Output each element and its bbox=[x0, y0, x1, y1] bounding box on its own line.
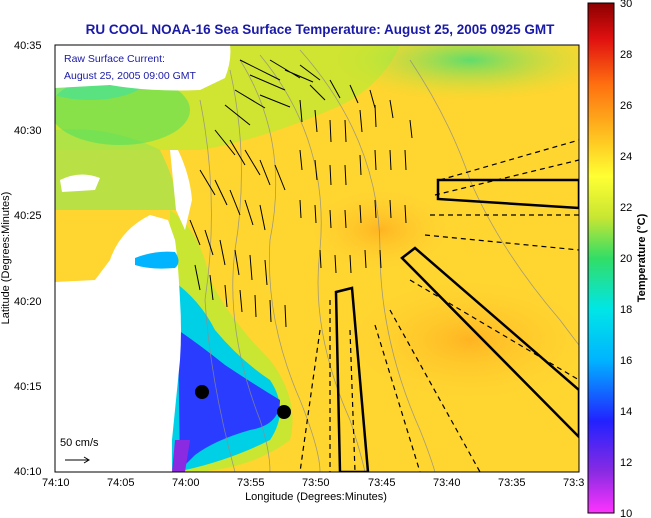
current-time: August 25, 2005 09:00 GMT bbox=[64, 70, 197, 82]
colorbar-tick: 12 bbox=[620, 457, 632, 469]
y-axis-label: Latitude (Degrees:Minutes) bbox=[0, 192, 12, 325]
colorbar-tick: 28 bbox=[620, 49, 632, 61]
colorbar bbox=[587, 2, 615, 514]
x-tick: 73:35 bbox=[498, 477, 526, 489]
plot-frame bbox=[54, 44, 580, 473]
map-plot-area bbox=[55, 45, 579, 472]
colorbar-tick: 24 bbox=[620, 151, 632, 163]
sst-coastal-blue bbox=[178, 330, 280, 470]
y-tick: 40:35 bbox=[14, 40, 42, 52]
river-shrewsbury bbox=[135, 251, 179, 269]
x-tick: 73:45 bbox=[368, 477, 396, 489]
mooring-dot-2 bbox=[277, 405, 291, 419]
x-tick: 73:50 bbox=[302, 477, 330, 489]
land-raritan-shore bbox=[60, 174, 100, 192]
x-tick-labels: 74:10 74:05 74:00 73:55 73:50 73:45 73:4… bbox=[42, 477, 584, 489]
bathymetry-contours bbox=[199, 49, 579, 472]
colorbar-tick: 30 bbox=[620, 0, 632, 10]
colorbar-label: Temperature (°C) bbox=[636, 213, 648, 302]
sst-patch-cool-north bbox=[55, 75, 190, 145]
x-tick: 74:05 bbox=[107, 477, 135, 489]
surface-current-vectors bbox=[189, 59, 413, 328]
x-tick: 74:10 bbox=[42, 477, 70, 489]
sst-coastal-purple bbox=[172, 440, 190, 472]
sst-patch-warm-se bbox=[350, 280, 579, 400]
box-southeast bbox=[400, 246, 579, 439]
colorbar-tick: 10 bbox=[620, 508, 632, 518]
colorbar-tick: 18 bbox=[620, 304, 632, 316]
y-tick: 40:20 bbox=[14, 296, 42, 308]
map-title: RU COOL NOAA-16 Sea Surface Temperature:… bbox=[85, 22, 555, 37]
y-tick: 40:25 bbox=[14, 210, 42, 222]
x-tick: 73:3 bbox=[563, 477, 584, 489]
colorbar-tick: 20 bbox=[620, 253, 632, 265]
y-tick-labels: 40:35 40:30 40:25 40:20 40:15 40:10 bbox=[14, 40, 42, 478]
land-staten-island bbox=[55, 45, 231, 91]
colorbar-tick: 14 bbox=[620, 406, 632, 418]
colorbar-ticks: 30 28 26 24 22 20 18 16 14 12 10 bbox=[620, 0, 632, 518]
sampling-sector-lines bbox=[299, 139, 579, 472]
y-tick: 40:30 bbox=[14, 125, 42, 137]
land-sandy-hook bbox=[170, 150, 192, 230]
x-tick: 73:55 bbox=[237, 477, 265, 489]
box-south bbox=[334, 286, 370, 472]
x-axis-label: Longitude (Degrees:Minutes) bbox=[245, 491, 387, 503]
x-tick: 74:00 bbox=[172, 477, 200, 489]
colorbar-tick: 26 bbox=[620, 100, 632, 112]
study-area-boxes bbox=[334, 178, 579, 472]
x-tick: 73:40 bbox=[433, 477, 461, 489]
y-tick: 40:15 bbox=[14, 381, 42, 393]
mooring-dot-1 bbox=[195, 385, 209, 399]
sst-patch-ne bbox=[330, 45, 579, 100]
colorbar-tick: 22 bbox=[620, 202, 632, 214]
box-east bbox=[436, 178, 579, 210]
y-tick: 40:10 bbox=[14, 466, 42, 478]
colorbar-tick: 16 bbox=[620, 355, 632, 367]
current-label: Raw Surface Current: bbox=[64, 53, 165, 65]
scale-arrow-icon bbox=[65, 456, 90, 464]
scale-label: 50 cm/s bbox=[60, 437, 99, 449]
